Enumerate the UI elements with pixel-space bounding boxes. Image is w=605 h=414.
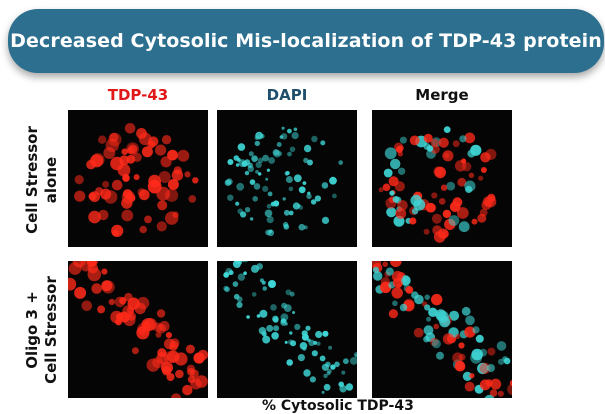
title-banner: Decreased Cytosolic Mis-localization of … xyxy=(8,9,604,73)
image-row1-dapi xyxy=(217,110,357,247)
column-label-tdp43: TDP-43 xyxy=(107,86,169,104)
figure-footer-label: % Cytosolic TDP-43 xyxy=(262,398,414,414)
micrograph-merge-row1 xyxy=(378,126,497,243)
micrograph-merge-row2 xyxy=(372,261,512,398)
image-row2-dapi xyxy=(217,261,357,398)
row-label-oligo3-stressor: Oligo 3 + Cell Stressor xyxy=(23,276,60,384)
micrograph-tdp43-row1 xyxy=(74,123,199,237)
column-label-merge: Merge xyxy=(415,86,469,104)
image-row1-merge xyxy=(372,110,512,247)
micrograph-tdp43-row2 xyxy=(68,261,208,398)
micrograph-dapi-row2 xyxy=(223,261,357,394)
image-row2-merge xyxy=(372,261,512,398)
image-row1-tdp43 xyxy=(68,110,208,247)
row-label-stressor-alone: Cell Stressor alone xyxy=(23,126,60,234)
page-title: Decreased Cytosolic Mis-localization of … xyxy=(10,30,602,52)
image-row2-tdp43 xyxy=(68,261,208,398)
micrograph-dapi-row1 xyxy=(224,126,343,237)
column-label-dapi: DAPI xyxy=(266,86,308,104)
